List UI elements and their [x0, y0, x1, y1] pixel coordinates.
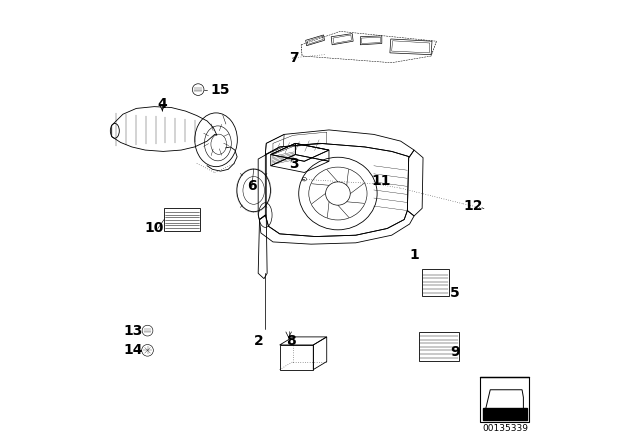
Text: 9: 9 [450, 345, 460, 359]
Text: 10: 10 [145, 221, 164, 236]
Text: 13: 13 [124, 323, 143, 338]
Text: 15: 15 [210, 82, 230, 97]
Text: 6: 6 [248, 179, 257, 193]
Text: 3: 3 [289, 156, 298, 171]
Polygon shape [483, 408, 527, 420]
Text: 11: 11 [371, 174, 391, 189]
Text: 7: 7 [289, 51, 298, 65]
Text: 00135339: 00135339 [483, 424, 529, 433]
Text: 14: 14 [124, 343, 143, 358]
Text: 4: 4 [158, 97, 168, 111]
Text: 12: 12 [463, 199, 483, 213]
Text: 2: 2 [253, 334, 264, 349]
Text: 5: 5 [450, 286, 460, 301]
Text: 8: 8 [287, 334, 296, 349]
Text: 1: 1 [410, 248, 419, 263]
